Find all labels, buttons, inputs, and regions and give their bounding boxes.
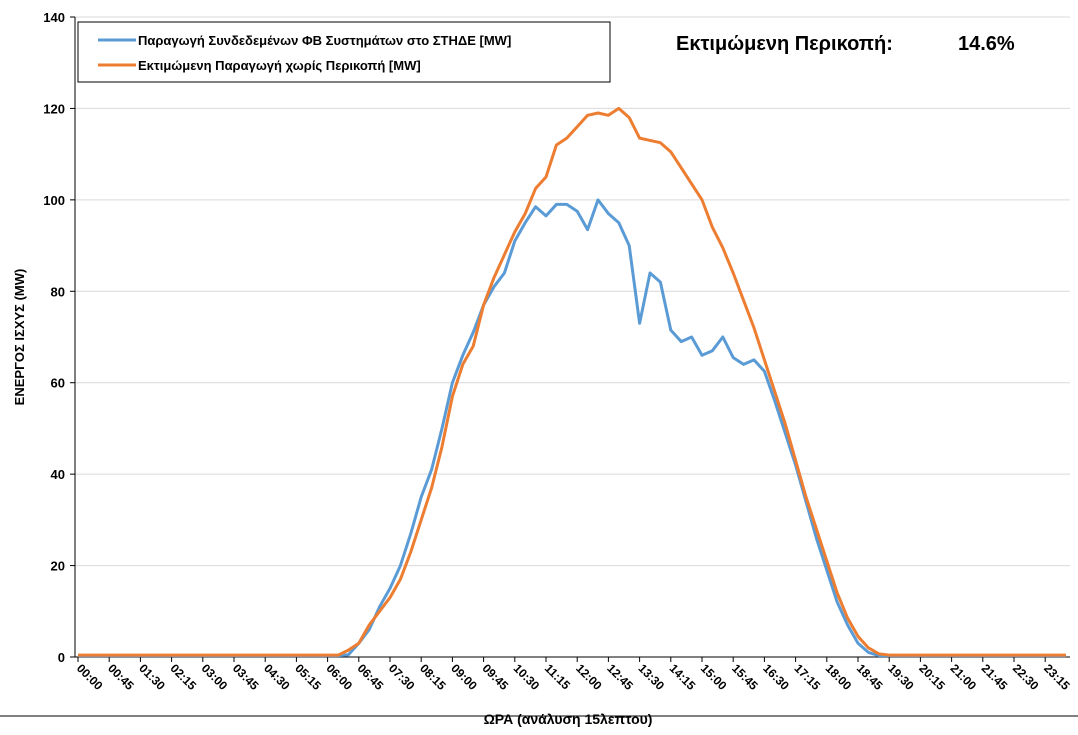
x-tick-label: 06:00 [323, 661, 355, 693]
x-tick-label: 21:45 [979, 661, 1011, 693]
x-tick-label: 14:15 [667, 661, 699, 693]
x-tick-label: 21:00 [947, 661, 979, 693]
x-tick-label: 12:45 [604, 661, 636, 693]
y-tick-label: 120 [43, 101, 65, 116]
x-tick-label: 15:00 [698, 661, 730, 693]
x-tick-label: 19:30 [885, 661, 917, 693]
y-tick-label: 140 [43, 10, 65, 25]
series-line [78, 106, 1066, 657]
x-tick-label: 07:30 [386, 661, 418, 693]
x-tick-label: 03:45 [230, 661, 262, 693]
x-tick-label: 17:15 [791, 661, 823, 693]
x-axis-label: ΩΡΑ (ανάλυση 15λεπτου) [484, 711, 653, 727]
annotation: 14.6% [958, 33, 1015, 55]
y-tick-label: 60 [51, 376, 65, 391]
x-tick-label: 00:45 [105, 661, 137, 693]
x-tick-label: 15:45 [729, 661, 761, 693]
x-tick-label: 02:15 [167, 661, 199, 693]
x-tick-label: 22:30 [1010, 661, 1042, 693]
legend-box [77, 21, 611, 83]
x-tick-label: 18:45 [854, 661, 886, 693]
x-tick-label: 03:00 [199, 661, 231, 693]
x-tick-label: 23:15 [1041, 661, 1073, 693]
x-tick-label: 11:15 [542, 661, 573, 692]
x-tick-label: 12:00 [573, 661, 605, 693]
x-tick-label: 10:30 [511, 661, 543, 693]
x-tick-label: 08:15 [417, 661, 449, 693]
annotation: Εκτιμώμενη Περικοπή: [676, 33, 893, 55]
x-tick-label: 05:15 [292, 661, 324, 693]
x-tick-label: 13:30 [635, 661, 667, 693]
legend-label: Παραγωγή Συνδεδεμένων ΦΒ Συστημάτων στο … [138, 33, 511, 48]
x-tick-label: 04:30 [261, 661, 293, 693]
y-tick-label: 0 [58, 650, 65, 665]
x-tick-label: 09:00 [448, 661, 480, 693]
x-tick-label: 09:45 [479, 661, 511, 693]
x-tick-label: 20:15 [916, 661, 948, 693]
y-tick-label: 80 [51, 284, 65, 299]
series-line [78, 198, 1066, 658]
x-tick-label: 06:45 [355, 661, 387, 693]
y-tick-label: 100 [43, 193, 65, 208]
y-tick-label: 20 [51, 559, 65, 574]
y-tick-label: 40 [51, 467, 65, 482]
x-tick-label: 18:00 [823, 661, 855, 693]
legend-label: Εκτιμώμενη Παραγωγή χωρίς Περικοπή [MW] [138, 58, 421, 73]
x-tick-label: 00:00 [74, 661, 106, 693]
y-axis-label: ΕΝΕΡΓΟΣ ΙΣΧΥΣ (MW) [12, 269, 27, 406]
x-tick-label: 16:30 [760, 661, 792, 693]
x-tick-label: 01:30 [136, 661, 168, 693]
